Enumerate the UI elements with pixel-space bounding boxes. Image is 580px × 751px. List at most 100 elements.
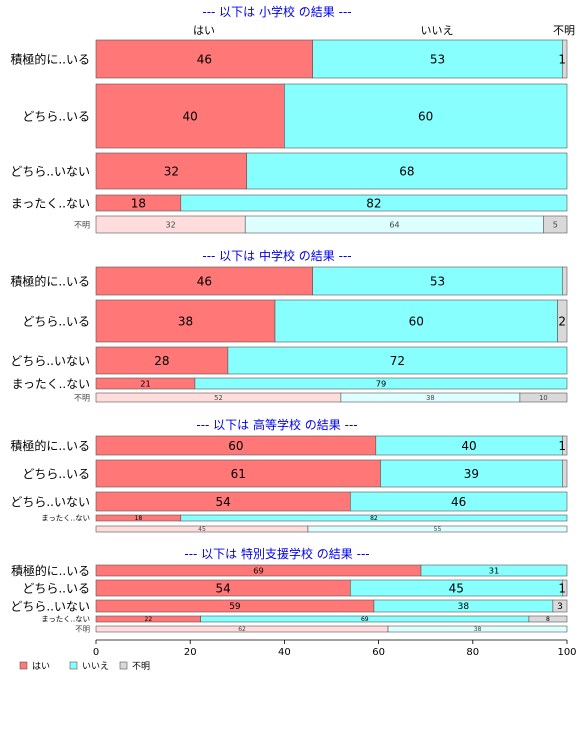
x-tick-label: 20: [184, 647, 197, 658]
data-label: 10: [539, 394, 548, 402]
x-tick-label: 0: [93, 647, 99, 658]
column-header-yes: はい: [193, 24, 215, 37]
data-label: 64: [389, 220, 399, 229]
data-label: 61: [231, 467, 246, 481]
data-label: 28: [154, 354, 169, 368]
data-label: 38: [474, 626, 482, 633]
data-label: 46: [197, 274, 212, 288]
data-label: 21: [140, 378, 151, 388]
bar-segment-no: [380, 459, 563, 488]
category-label: どちら..いる: [22, 467, 90, 481]
bar-segment-yes: [95, 459, 381, 488]
panel-title: --- 以下は 中学校 の結果 ---: [202, 248, 351, 263]
bar-segment-no: [387, 625, 568, 633]
data-label: 32: [166, 220, 176, 229]
data-label: 2: [558, 314, 566, 328]
data-label: 59: [229, 602, 241, 612]
category-label: 不明: [74, 393, 90, 402]
bar-segment-unknown: [557, 299, 568, 343]
data-label: 60: [409, 314, 424, 328]
data-label: 55: [434, 526, 442, 533]
data-label: 69: [253, 565, 264, 575]
data-label: 18: [131, 196, 146, 210]
data-label: 53: [430, 52, 445, 66]
data-label: 54: [216, 495, 231, 509]
category-label: どちら..いる: [22, 314, 90, 328]
data-label: 62: [238, 626, 246, 633]
data-label: 52: [214, 394, 223, 402]
legend-swatch-yes: [19, 661, 28, 670]
bar-segment-yes: [95, 266, 313, 296]
data-label: 3: [557, 602, 563, 612]
data-label: 69: [361, 616, 369, 623]
category-label: どちら..いる: [22, 109, 90, 123]
bar-segment-no: [180, 194, 568, 212]
data-label: 40: [183, 109, 198, 123]
bar-segment-no: [194, 377, 568, 390]
data-label: 79: [376, 378, 387, 388]
data-label: 60: [418, 109, 433, 123]
category-label: まったく..ない: [11, 196, 90, 210]
data-label: 38: [458, 602, 470, 612]
panel-title: --- 以下は 高等学校 の結果 ---: [196, 417, 357, 432]
data-label: 5: [553, 220, 558, 229]
category-label: 積極的に..いる: [10, 51, 90, 66]
bar-segment-yes: [95, 152, 248, 190]
bar-segment-unknown: [552, 599, 568, 613]
legend-swatch-no: [69, 661, 78, 670]
data-label: 45: [449, 581, 464, 595]
data-label: 38: [178, 314, 193, 328]
data-label: 39: [464, 467, 479, 481]
category-label: まったく..ない: [12, 377, 90, 391]
data-label: 1: [558, 52, 566, 66]
column-header-unknown: 不明: [553, 24, 575, 37]
bar-segment-yes: [95, 39, 313, 79]
bar-segment-unknown: [562, 459, 568, 488]
bar-segment-unknown: [528, 615, 568, 623]
bar-segment-unknown: [561, 39, 568, 79]
bar-segment-no: [274, 299, 558, 343]
category-label: 不明: [74, 220, 90, 229]
data-label: 18: [135, 515, 143, 522]
data-label: 82: [370, 515, 378, 522]
legend-label-yes: はい: [32, 661, 50, 672]
bar-segment-no: [180, 514, 568, 522]
category-label: 積極的に..いる: [10, 273, 90, 288]
legend-label-unknown: 不明: [132, 661, 150, 672]
category-label: どちら..いない: [10, 164, 90, 178]
category-label: まったく..ない: [41, 615, 90, 624]
data-label: 46: [197, 52, 212, 66]
category-label: 積極的に..いる: [11, 564, 90, 578]
data-label: 54: [216, 581, 231, 595]
data-label: 46: [451, 495, 466, 509]
data-label: 45: [198, 526, 206, 533]
data-label: 40: [461, 439, 476, 453]
panel-title: --- 以下は 小学校 の結果 ---: [202, 4, 351, 19]
data-label: 31: [489, 565, 500, 575]
data-label: 60: [228, 439, 243, 453]
bar-segment-unknown: [519, 392, 568, 403]
data-label: 1: [558, 439, 566, 453]
data-label: 53: [430, 274, 445, 288]
data-label: 22: [145, 616, 153, 623]
category-label: どちら..いない: [10, 599, 90, 613]
x-tick-label: 100: [557, 647, 576, 658]
data-label: 68: [399, 164, 414, 178]
category-label: 積極的に..いる: [10, 438, 90, 453]
x-tick-label: 80: [466, 647, 479, 658]
bar-segment-unknown: [561, 266, 568, 296]
category-label: どちら..いない: [10, 354, 90, 368]
data-label: 82: [366, 196, 381, 210]
data-label: 72: [390, 354, 405, 368]
bar-segment-unknown: [561, 579, 568, 597]
category-label: 不明: [75, 625, 90, 634]
bar-segment-yes: [95, 346, 229, 375]
bar-segment-unknown: [562, 435, 568, 456]
category-label: まったく..ない: [41, 514, 90, 523]
x-tick-label: 60: [372, 647, 385, 658]
category-label: どちら..いない: [10, 495, 90, 509]
category-label: どちら..いる: [22, 581, 90, 595]
bar-segment-no: [312, 39, 563, 79]
data-label: 1: [558, 581, 566, 595]
